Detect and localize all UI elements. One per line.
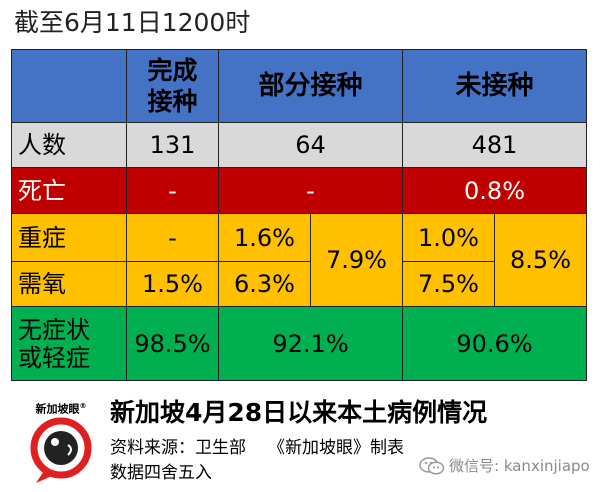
row-label-oxygen: 需氧: [11, 261, 127, 307]
table-row-severe: 重症 - 1.6% 7.9% 1.0% 8.5%: [11, 213, 588, 307]
severe-full: -: [126, 213, 219, 262]
death-partial: -: [217, 167, 404, 214]
oxygen-full: 1.5%: [126, 261, 219, 307]
row-label-severe: 重症: [11, 213, 127, 262]
wechat-icon: [419, 457, 445, 475]
count-partial: 64: [217, 122, 404, 168]
table-row-count: 人数 131 64 481: [11, 122, 588, 168]
row-label-count: 人数: [11, 122, 127, 168]
row-label-death: 死亡: [11, 167, 127, 214]
source-text: 资料来源：卫生部: [110, 438, 246, 458]
date-caption: 截至6月11日1200时: [14, 8, 251, 37]
combined-partial: 7.9%: [309, 213, 404, 307]
mild-none: 90.6%: [402, 306, 588, 381]
brand-logo: 新加坡眼®: [22, 399, 100, 489]
table-row-death: 死亡 - - 0.8%: [11, 167, 588, 214]
table-header-row: 完成 接种 部分接种 未接种: [11, 49, 588, 123]
death-full: -: [126, 167, 219, 214]
severe-partial: 1.6%: [218, 213, 311, 262]
wechat-id: 微信号: kanxinjiapo: [449, 457, 590, 475]
count-full: 131: [126, 122, 219, 168]
mild-partial: 92.1%: [217, 306, 404, 381]
table-row-mild: 无症状 或轻症 98.5% 92.1% 90.6%: [11, 306, 588, 381]
wechat-watermark: 微信号: kanxinjiapo: [419, 456, 590, 476]
vaccination-case-table: 完成 接种 部分接种 未接种 人数 131 64 481 死亡 - - 0.8%…: [11, 49, 588, 381]
combined-none: 8.5%: [494, 213, 588, 307]
oxygen-none: 7.5%: [402, 261, 496, 307]
logo-wordmark: 新加坡眼®: [35, 402, 87, 416]
credit-text: 《新加坡眼》制表: [268, 438, 404, 458]
header-partially-vaccinated: 部分接种: [217, 49, 404, 123]
count-none: 481: [402, 122, 588, 168]
footer-source-line: 资料来源：卫生部 《新加坡眼》制表: [110, 437, 404, 459]
footer-title: 新加坡4月28日以来本土病例情况: [110, 398, 488, 427]
table-row-oxygen: 需氧 1.5% 6.3% 7.5%: [11, 261, 587, 307]
rounding-note: 数据四舍五入: [110, 463, 212, 483]
death-none: 0.8%: [402, 167, 588, 214]
header-fully-vaccinated: 完成 接种: [126, 49, 219, 123]
eye-logo-icon: [30, 417, 92, 483]
header-unvaccinated: 未接种: [402, 49, 588, 123]
header-blank-cell: [11, 49, 127, 123]
mild-full: 98.5%: [126, 306, 219, 381]
oxygen-partial: 6.3%: [218, 261, 311, 307]
severe-none: 1.0%: [402, 213, 496, 262]
row-label-mild: 无症状 或轻症: [11, 306, 127, 381]
